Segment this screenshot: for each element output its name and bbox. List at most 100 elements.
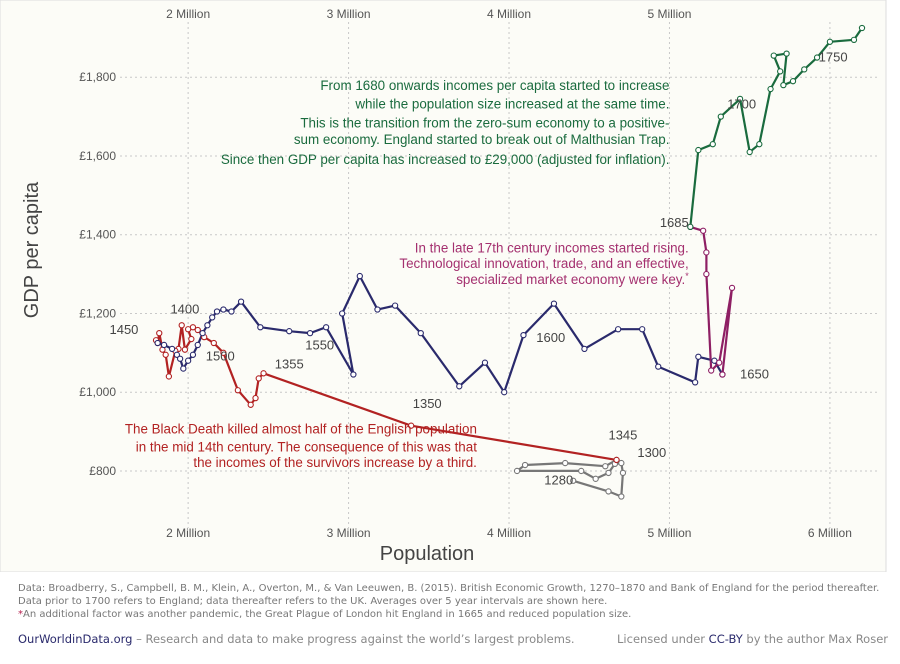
year-label: 1300: [637, 445, 666, 460]
x-tick-label: 2 Million: [166, 526, 210, 540]
data-point: [602, 463, 609, 470]
data-point: [789, 78, 797, 85]
data-point: [199, 329, 206, 337]
x-tick-label: 4 Million: [487, 526, 531, 540]
data-point: [746, 148, 753, 156]
attribution-bar: OurWorldinData.org – Research and data t…: [18, 632, 888, 646]
x-tick-label: 5 Million: [647, 526, 691, 540]
data-point: [322, 324, 330, 331]
data-point: [614, 326, 622, 333]
y-tick-label: £1,600: [79, 149, 116, 163]
license-prefix: Licensed under: [617, 632, 709, 646]
cc-by-link[interactable]: CC-BY: [708, 632, 743, 646]
data-point: [306, 329, 314, 337]
chart-frame: 2 Million 3 Million 4 Million 5 Million 6 Mi…: [0, 0, 887, 572]
year-label: 1280: [544, 473, 573, 488]
data-point: [168, 345, 176, 353]
year-label: 1400: [170, 301, 199, 316]
data-point: [709, 141, 716, 148]
data-point: [513, 467, 521, 475]
data-point: [194, 341, 201, 349]
year-label: 1500: [206, 349, 235, 364]
annotation-line: The Black Death killed almost half of th…: [125, 422, 477, 437]
data-point: [562, 459, 569, 467]
series-line-4: [689, 225, 734, 376]
annotation-line: the incomes of the survivors increase by…: [193, 455, 477, 470]
x-axis-title: Population: [380, 543, 475, 565]
data-point: [570, 477, 577, 484]
data-point: [220, 306, 227, 313]
data-point: [228, 308, 235, 315]
annotation-line: in the mid 14th century. The consequence…: [136, 439, 477, 454]
data-point: [619, 469, 627, 477]
data-point: [550, 300, 558, 307]
source-line-1: Data: Broadberry, S., Campbell, B. M., K…: [18, 583, 880, 594]
chart-svg: 2 Million 3 Million 4 Million 5 Million 6 Mi…: [0, 0, 887, 572]
data-point: [184, 357, 192, 364]
annotation-line: sum economy. England started to break ou…: [294, 132, 670, 147]
data-point: [717, 113, 724, 120]
y-tick-label: £1,200: [79, 306, 116, 320]
footnote-star: *: [18, 609, 23, 620]
source-notes: Data: Broadberry, S., Campbell, B. M., K…: [18, 582, 888, 621]
data-point: [813, 54, 821, 61]
data-point: [456, 383, 463, 390]
data-point: [154, 339, 161, 347]
license-text: Licensed under CC-BY by the author Max R…: [617, 632, 888, 646]
annotation-line: In the late 17th century incomes started…: [415, 240, 689, 255]
data-point: [613, 456, 620, 464]
data-point: [691, 379, 699, 386]
y-tick-label: £1,400: [79, 228, 116, 242]
data-point: [213, 308, 221, 315]
source-line-2: Data prior to 1700 refers to England; da…: [18, 596, 608, 607]
y-axis-title: GDP per capita: [21, 181, 43, 318]
data-point: [481, 359, 489, 366]
data-point: [220, 349, 227, 356]
data-point: [188, 335, 195, 343]
owid-link[interactable]: OurWorldinData.org: [18, 632, 133, 646]
data-point: [237, 298, 245, 305]
data-point: [618, 459, 625, 467]
license-suffix: by the author Max Roser: [742, 632, 888, 646]
footnote-text: An additional factor was another pandemi…: [23, 609, 632, 620]
data-point: [801, 66, 808, 73]
data-point: [286, 328, 293, 335]
data-point: [756, 141, 763, 148]
data-point: [521, 461, 529, 469]
data-point: [350, 371, 357, 378]
year-label: 1450: [109, 322, 138, 337]
data-point: [162, 351, 169, 358]
data-point: [194, 326, 201, 334]
data-point: [184, 326, 192, 333]
data-point: [356, 272, 363, 280]
series-line-1: [515, 458, 625, 498]
data-point: [178, 322, 185, 329]
data-point: [708, 367, 715, 374]
data-point: [780, 81, 787, 89]
data-point: [728, 284, 736, 292]
data-point: [578, 467, 585, 475]
year-label: 1355: [275, 357, 304, 372]
data-point: [247, 401, 254, 408]
data-point: [695, 353, 702, 360]
data-point: [234, 387, 242, 394]
footnote: *An additional factor was another pandem…: [18, 608, 888, 621]
data-point: [850, 36, 858, 43]
data-point: [655, 363, 662, 370]
data-point: [716, 359, 723, 366]
data-point: [255, 375, 262, 382]
series-line-5: [689, 26, 864, 228]
data-point: [252, 394, 259, 402]
year-label: 1350: [413, 396, 442, 411]
data-point: [374, 306, 381, 313]
data-point: [695, 146, 702, 154]
data-point: [339, 310, 346, 317]
data-point: [417, 329, 424, 337]
x-top-tick-label: 2 Million: [166, 7, 210, 21]
year-label: 1600: [536, 330, 565, 345]
data-point: [719, 371, 726, 378]
year-label: 1550: [305, 338, 334, 353]
data-point: [826, 38, 834, 45]
annotation-line: Since then GDP per capita has increased …: [221, 152, 670, 167]
data-point: [777, 68, 784, 75]
